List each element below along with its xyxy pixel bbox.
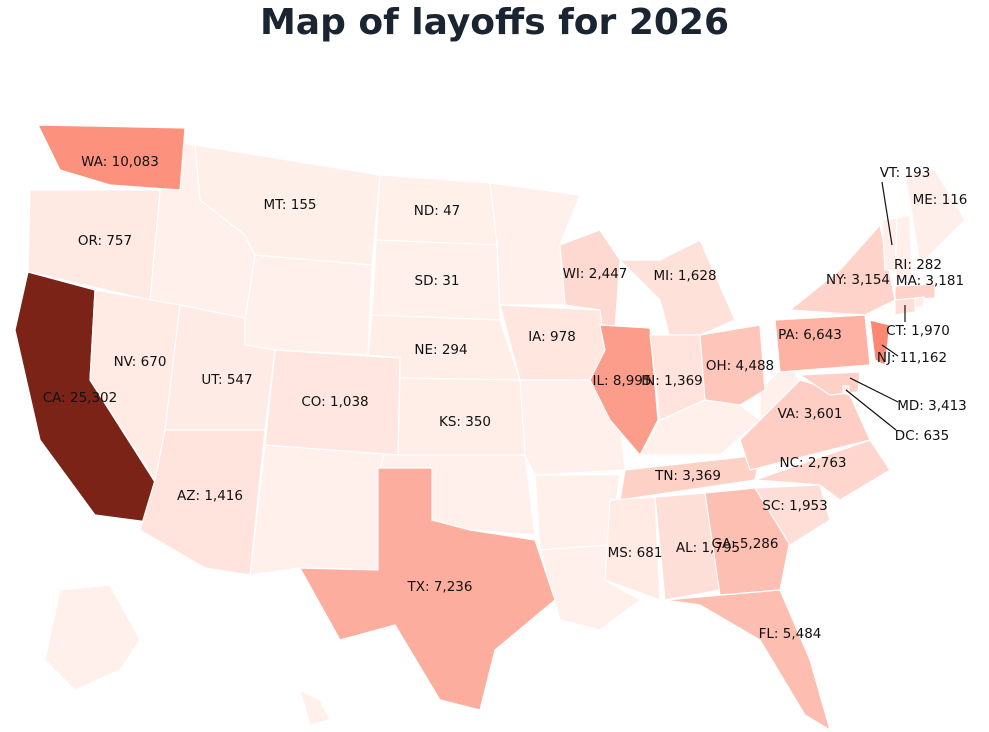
leader-line [849,377,899,403]
state-label: ND: 47 [414,203,461,219]
state-label: VA: 3,601 [778,406,843,422]
state-shape [869,319,891,366]
state-shape [244,254,373,356]
state-label: OH: 4,488 [706,358,774,374]
state-shape [774,314,871,373]
state-label: WI: 2,447 [563,266,628,282]
state-label: UT: 547 [201,372,252,388]
state-label: MT: 155 [263,197,316,213]
state-label: MA: 3,181 [896,273,964,289]
state-shape [397,377,526,456]
state-shape [618,239,736,339]
state-label: ME: 116 [913,192,968,208]
state-label: NJ: 11,162 [877,350,947,366]
state-shape [788,223,896,316]
state-shape [881,217,898,271]
state-label: MI: 1,628 [653,268,716,284]
state-label: IN: 1,369 [641,373,703,389]
state-shape [44,584,141,691]
state-shape [249,444,386,576]
state-label: IA: 978 [528,329,576,345]
state-shape [139,429,266,576]
state-label: CO: 1,038 [301,394,368,410]
state-label: VT: 193 [880,165,931,181]
state-label: NE: 294 [414,342,467,358]
leader-line [881,181,893,246]
state-label: MD: 3,413 [897,398,967,414]
state-label: NV: 670 [114,354,167,370]
state-shape [904,169,966,267]
leader-line [845,389,897,431]
state-label: TX: 7,236 [407,579,473,595]
state-shape [299,688,331,726]
state-label: AL: 1,795 [676,540,740,556]
state-shape [894,283,936,301]
state-label: GA: 5,286 [712,536,779,552]
state-label: SC: 1,953 [762,498,827,514]
state-label: AZ: 1,416 [177,488,243,504]
state-label: PA: 6,643 [778,327,842,343]
state-label: SD: 31 [415,273,460,289]
state-label: NY: 3,154 [826,272,890,288]
state-label: FL: 5,484 [759,626,822,642]
state-shape [739,379,871,471]
state-shape [664,589,831,732]
state-label: DC: 635 [895,428,949,444]
state-label: NC: 2,763 [779,455,846,471]
state-shape [37,124,186,191]
map-title: Map of layoffs for 2026 [259,2,730,43]
state-label: TN: 3,369 [654,468,721,484]
state-shape [704,487,791,596]
state-label: WA: 10,083 [81,154,159,170]
state-shape [914,296,925,308]
state-shape [604,496,661,601]
state-label: MS: 681 [608,545,663,561]
state-shape [298,467,556,711]
state-label: CT: 1,970 [886,323,950,339]
leader-line [881,344,899,357]
state-label: CA: 25,302 [43,390,118,406]
state-label: OR: 757 [78,233,132,249]
state-shape [754,439,891,501]
state-label: IL: 8,995 [593,373,652,389]
state-shape [753,484,831,546]
state-label: RI: 282 [894,257,942,273]
state-shape [699,324,766,406]
state-label: KS: 350 [439,414,491,430]
